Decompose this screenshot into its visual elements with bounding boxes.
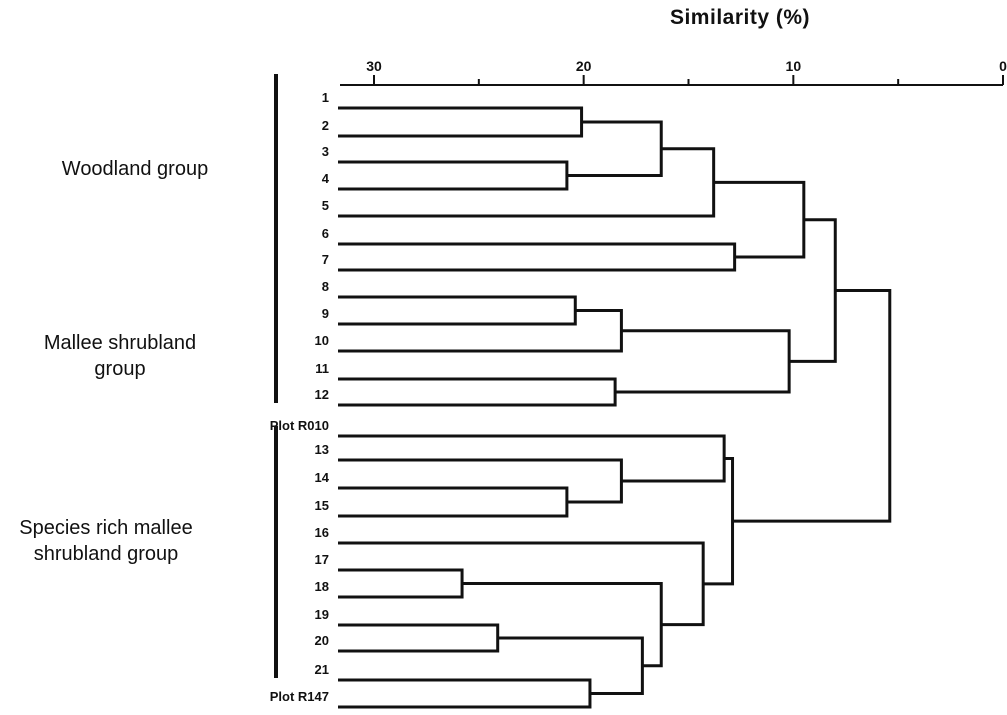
x-axis-tick-label: 10 bbox=[786, 58, 802, 74]
dendrogram-link bbox=[615, 329, 791, 394]
dendrogram-link bbox=[338, 486, 569, 518]
dendrogram-link bbox=[566, 120, 663, 177]
group-label-woodland: Woodland group bbox=[30, 156, 240, 182]
leaf-label: 10 bbox=[315, 333, 329, 348]
leaf-label: 8 bbox=[322, 279, 329, 294]
dendrogram-link bbox=[497, 636, 644, 695]
group-label-species-rich: Species rich mallee shrubland group bbox=[0, 515, 212, 567]
leaf-label: 12 bbox=[315, 387, 329, 402]
leaf-label: 9 bbox=[322, 306, 329, 321]
dendrogram-link bbox=[338, 295, 577, 326]
dendrogram-link bbox=[338, 623, 500, 653]
leaf-label: 4 bbox=[322, 171, 330, 186]
x-axis-tick-label: 20 bbox=[576, 58, 592, 74]
group-label-species-rich-line1: Species rich mallee bbox=[19, 517, 193, 539]
leaf-label: 11 bbox=[315, 361, 329, 376]
dendrogram-link bbox=[338, 678, 592, 709]
leaf-label: 20 bbox=[315, 633, 329, 648]
dendrogram-link bbox=[338, 147, 716, 218]
leaf-label: 7 bbox=[322, 252, 329, 267]
dendrogram-link bbox=[703, 457, 735, 586]
dendrogram-link bbox=[462, 582, 663, 668]
group-label-species-rich-line2: shrubland group bbox=[33, 543, 179, 565]
dendrogram-link bbox=[338, 458, 623, 504]
group-label-mallee: Mallee shrubland group bbox=[20, 330, 220, 382]
x-axis-title: Similarity (%) bbox=[669, 6, 811, 29]
leaf-label: 21 bbox=[315, 662, 329, 677]
dendrogram-link bbox=[338, 242, 737, 272]
leaf-label: Plot R147 bbox=[270, 689, 329, 704]
x-axis-tick-label: 0 bbox=[999, 58, 1007, 74]
dendrogram-link bbox=[338, 568, 464, 599]
dendrogram-link bbox=[338, 160, 569, 191]
leaf-label: 1 bbox=[322, 90, 329, 105]
leaf-label: 13 bbox=[315, 442, 329, 457]
dendrogram-link bbox=[338, 309, 623, 353]
dendrogram-link bbox=[732, 289, 892, 523]
dendrogram-link bbox=[713, 180, 806, 259]
leaf-label: 3 bbox=[322, 144, 329, 159]
group-label-woodland-line1: Woodland group bbox=[61, 158, 209, 180]
leaf-label: 17 bbox=[315, 552, 329, 567]
leaf-label: 14 bbox=[315, 470, 330, 485]
group-label-mallee-line1: Mallee shrubland bbox=[43, 332, 197, 354]
leaf-label: 5 bbox=[322, 198, 329, 213]
dendrogram-link bbox=[338, 434, 726, 483]
leaf-label: 16 bbox=[315, 525, 329, 540]
dendrogram-link bbox=[338, 377, 617, 407]
leaf-label: 2 bbox=[322, 118, 329, 133]
x-axis-tick-label: 30 bbox=[366, 58, 382, 74]
leaf-label: Plot R010 bbox=[270, 418, 329, 433]
leaf-label: 18 bbox=[315, 579, 329, 594]
dendrogram-link bbox=[338, 106, 584, 138]
dendrogram-link bbox=[789, 218, 837, 363]
leaf-label: 6 bbox=[322, 226, 329, 241]
leaf-label: 19 bbox=[315, 607, 329, 622]
leaf-label: 15 bbox=[315, 498, 329, 513]
group-label-mallee-line2: group bbox=[94, 358, 146, 380]
